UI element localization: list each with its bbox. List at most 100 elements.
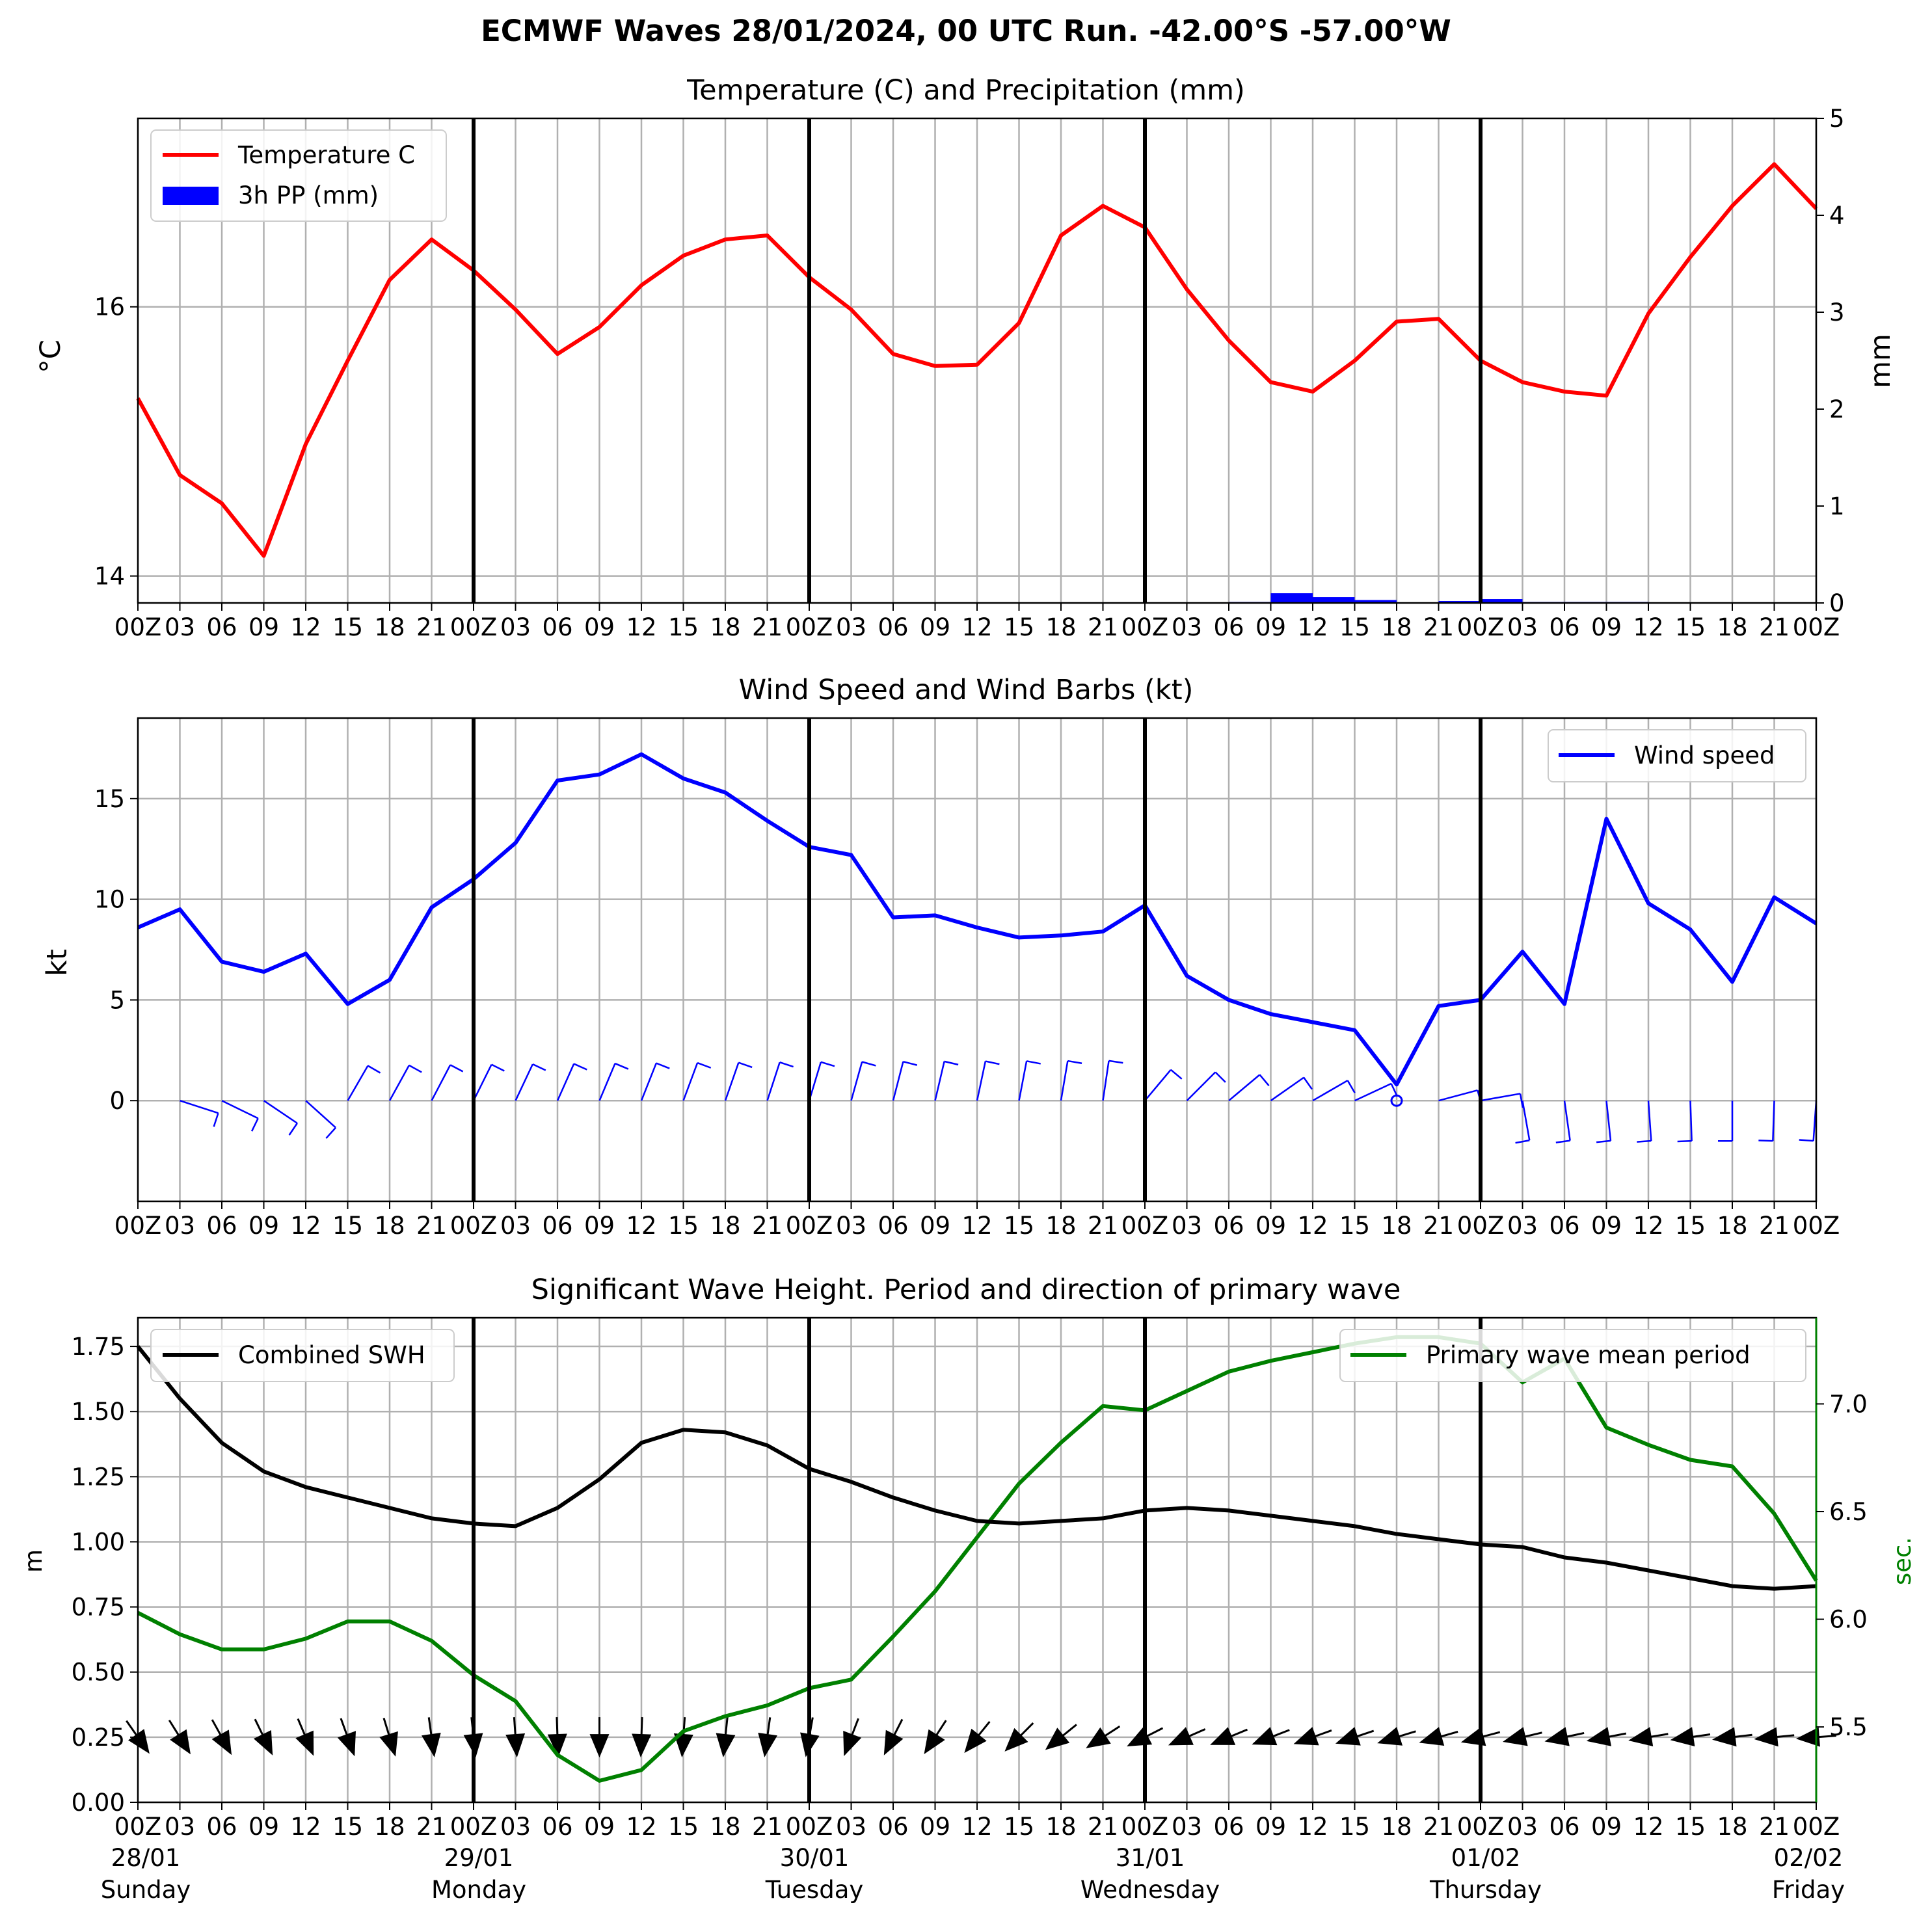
period-y-ticks: 5.5 6.0 6.5 7.0	[1816, 1390, 1868, 1741]
x-tick-label: 21	[752, 613, 783, 641]
x-tick-label: 00Z	[1121, 1212, 1168, 1240]
wind-barb-shaft	[388, 1065, 410, 1101]
x-tick-label: 09	[584, 613, 615, 641]
x-tick-label: 06	[206, 1212, 237, 1240]
y-tick-label: 1.25	[72, 1463, 125, 1491]
wind-barb-shaft	[724, 1062, 740, 1101]
y2-tick-label: 6.5	[1829, 1498, 1868, 1526]
wave-arrow-head	[1795, 1727, 1820, 1747]
wave-arrow-head	[1754, 1727, 1778, 1747]
figure-title: ECMWF Waves 28/01/2024, 00 UTC Run. -42.…	[481, 14, 1451, 48]
wave-arrow-head	[589, 1734, 610, 1758]
day-date-label: 29/01	[444, 1844, 514, 1872]
x-tick-label: 18	[710, 1813, 740, 1841]
precip-y-ticks: 0 1 2 3 4 5	[1816, 105, 1845, 617]
x-tick-label: 06	[1213, 1212, 1244, 1240]
swh-legend: Combined SWH	[150, 1329, 455, 1382]
wave-arrow-head	[505, 1733, 526, 1757]
wind-barb-flag	[1799, 1139, 1814, 1142]
day-date-label: 28/01	[111, 1844, 181, 1872]
x-tick-label: 03	[836, 1212, 866, 1240]
x-tick-label: 00Z	[1793, 613, 1840, 641]
x-tick-label: 21	[1423, 1212, 1454, 1240]
precip-bar	[1270, 593, 1313, 603]
wind-x-ticks: 00Z 03 06 09 12 15 18 21 00Z 03 06 09 12 15 18 21 00Z 03 0…	[114, 1201, 1840, 1240]
wind-barb-flag	[944, 1060, 959, 1066]
x-tick-label: 00Z	[1457, 1212, 1504, 1240]
x-tick-label: 00Z	[1121, 1813, 1168, 1841]
x-tick-label: 03	[1507, 1813, 1538, 1841]
wind-barb-flag	[697, 1061, 712, 1069]
x-tick-label: 15	[1339, 1212, 1370, 1240]
x-tick-label: 21	[752, 1813, 783, 1841]
wave-arrow-head	[1004, 1728, 1028, 1752]
x-tick-label: 00Z	[114, 1813, 161, 1841]
wave-arrow-head	[1628, 1727, 1654, 1746]
y2-tick-label: 3	[1829, 299, 1845, 327]
x-tick-label: 06	[206, 613, 237, 641]
y-tick-label: 1.75	[72, 1333, 125, 1361]
wind-barbs	[180, 1060, 1818, 1144]
x-tick-label: 18	[1045, 1813, 1076, 1841]
x-tick-label: 03	[165, 1212, 195, 1240]
wind-barb-flag	[985, 1060, 1000, 1065]
wind-barb-flag	[288, 1123, 298, 1136]
x-tick-label: 06	[1549, 1813, 1579, 1841]
precip-legend-swatch	[163, 187, 219, 205]
wave-arrow-head	[1335, 1727, 1361, 1746]
x-tick-label: 03	[165, 613, 195, 641]
wind-barb-flag	[738, 1061, 753, 1069]
y-tick-label: 0.75	[72, 1594, 125, 1622]
x-tick-label: 09	[920, 1813, 950, 1841]
x-tick-label: 21	[416, 613, 447, 641]
precip-bar	[1438, 601, 1481, 603]
wind-panel: Wind Speed and Wind Barbs (kt) 0 5 10 15 00…	[41, 674, 1840, 1240]
x-tick-label: 15	[668, 613, 699, 641]
wave-arrow-head	[843, 1731, 862, 1756]
y2-tick-label: 2	[1829, 395, 1845, 423]
wave-arrow-head	[1252, 1727, 1278, 1746]
wave-arrow-head	[1210, 1727, 1236, 1745]
x-tick-label: 09	[1255, 1813, 1286, 1841]
x-tick-label: 00Z	[450, 1212, 497, 1240]
precip-legend-label: 3h PP (mm)	[238, 181, 379, 209]
x-tick-label: 09	[920, 613, 950, 641]
wind-barb-flag	[1515, 1140, 1530, 1144]
wave-arrow-head	[1377, 1727, 1402, 1746]
wind-barb-flag	[250, 1117, 259, 1132]
swh-y-label: m	[20, 1549, 47, 1573]
x-tick-label: 18	[1381, 1212, 1412, 1240]
x-tick-label: 15	[1004, 1212, 1034, 1240]
wave-arrow-head	[758, 1733, 777, 1757]
x-tick-label: 18	[1045, 613, 1076, 641]
swh-y-ticks: 0.00 0.25 0.50 0.75 1.00 1.25 1.50 1.75	[72, 1333, 138, 1817]
y2-tick-label: 0	[1829, 589, 1845, 617]
wind-barb-flag	[1303, 1076, 1313, 1090]
x-tick-label: 03	[500, 1813, 531, 1841]
wave-grid	[137, 1318, 1818, 1804]
wind-barb-shaft	[640, 1063, 657, 1101]
y-tick-label: 15	[94, 785, 125, 813]
wave-arrow-head	[211, 1729, 232, 1755]
wind-barb-shaft	[850, 1061, 863, 1101]
x-tick-label: 12	[290, 1813, 321, 1841]
wind-barb-flag	[213, 1112, 219, 1127]
y2-tick-label: 7.0	[1829, 1390, 1868, 1418]
x-tick-label: 21	[416, 1212, 447, 1240]
wave-arrow-head	[379, 1731, 398, 1757]
wind-speed-line	[137, 752, 1818, 1087]
day-weekday-label: Wednesday	[1080, 1876, 1220, 1904]
wave-arrow-head	[1293, 1727, 1319, 1746]
day-date-label: 30/01	[780, 1844, 850, 1872]
wind-barb-flag	[1259, 1074, 1270, 1087]
wind-day-lines	[472, 718, 1483, 1201]
x-tick-label: 12	[961, 613, 992, 641]
temperature-day-lines	[472, 118, 1483, 603]
x-tick-label: 12	[626, 613, 656, 641]
wave-arrow-head	[170, 1729, 191, 1755]
wind-barb-flag	[1555, 1140, 1570, 1143]
x-tick-label: 06	[1213, 613, 1244, 641]
precip-bar	[1481, 599, 1523, 603]
day-date-label: 01/02	[1451, 1844, 1521, 1872]
day-date-label: 31/01	[1116, 1844, 1185, 1872]
